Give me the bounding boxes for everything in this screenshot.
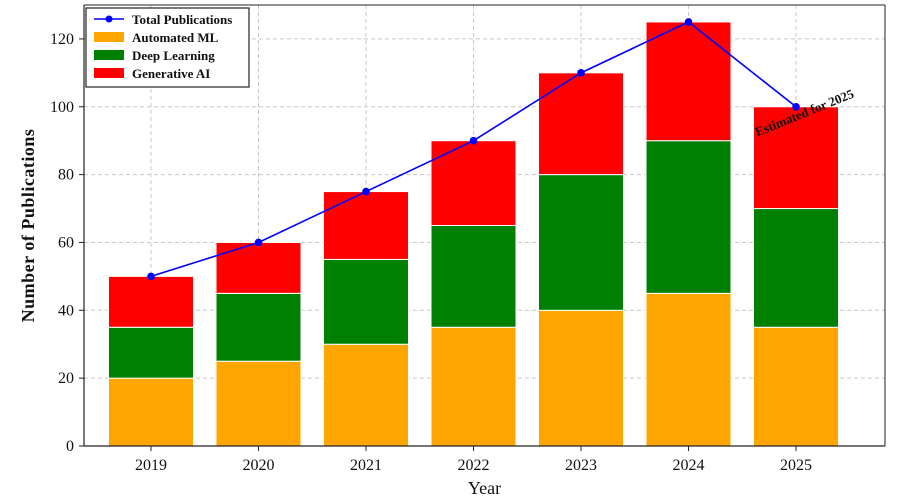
legend-label-deep-learning: Deep Learning xyxy=(132,48,215,63)
y-tick-label: 20 xyxy=(58,370,74,387)
y-axis-title: Number of Publications xyxy=(18,129,38,323)
y-tick-label: 80 xyxy=(58,167,74,184)
x-axis-title: Year xyxy=(468,478,501,498)
y-tick-label: 0 xyxy=(66,438,74,455)
legend: Total Publications Automated ML Deep Learn… xyxy=(85,7,250,88)
y-tick-label: 40 xyxy=(58,302,74,319)
y-tick-label: 100 xyxy=(50,99,74,116)
x-tick-label: 2019 xyxy=(135,457,167,474)
total-line xyxy=(147,18,800,281)
x-tick-label: 2021 xyxy=(350,457,382,474)
total-publications-point xyxy=(147,272,155,281)
x-tick-label: 2024 xyxy=(673,457,705,474)
legend-label-automated-ml: Automated ML xyxy=(132,30,219,45)
bar-generative-ai xyxy=(430,140,517,226)
total-publications-point xyxy=(792,102,800,111)
bars xyxy=(108,21,839,447)
legend-swatch-generative-ai xyxy=(94,68,124,78)
axes: 0 20 40 60 80 100 120 2019 2020 2021 2022 2023 2024 2… xyxy=(50,4,886,474)
bar-generative-ai xyxy=(215,241,302,294)
bar-deep-learning xyxy=(108,326,194,379)
y-tick-label: 60 xyxy=(58,234,74,251)
legend-swatch-deep-learning xyxy=(94,50,124,60)
bar-automated-ml xyxy=(645,292,732,447)
bar-generative-ai xyxy=(538,72,624,176)
legend-line-marker xyxy=(105,15,113,23)
bar-automated-ml xyxy=(323,343,409,447)
bar-deep-learning xyxy=(323,258,409,345)
bar-generative-ai xyxy=(108,275,194,328)
bar-automated-ml xyxy=(430,326,517,447)
bar-generative-ai xyxy=(323,191,409,260)
bar-automated-ml xyxy=(538,309,624,447)
bar-deep-learning xyxy=(215,292,302,362)
total-publications-point xyxy=(254,238,263,247)
y-tick-label: 120 xyxy=(50,31,74,48)
total-publications-point xyxy=(684,18,693,26)
total-publications-point xyxy=(362,187,370,196)
bar-automated-ml xyxy=(215,360,302,447)
legend-label-generative-ai: Generative AI xyxy=(132,66,210,81)
total-publications-point xyxy=(469,136,478,145)
x-tick-label: 2023 xyxy=(565,457,597,474)
bar-automated-ml xyxy=(753,326,839,447)
legend-label-total-publications: Total Publications xyxy=(132,12,232,27)
total-publications-point xyxy=(577,69,585,77)
x-tick-label: 2020 xyxy=(243,457,275,474)
bar-deep-learning xyxy=(538,174,624,311)
bar-deep-learning xyxy=(645,140,732,294)
bar-deep-learning xyxy=(753,208,839,328)
x-tick-label: 2022 xyxy=(458,457,490,474)
bar-generative-ai xyxy=(645,21,732,142)
x-tick-label: 2025 xyxy=(780,457,812,474)
bar-deep-learning xyxy=(430,225,517,328)
legend-swatch-automated-ml xyxy=(94,32,124,42)
bar-automated-ml xyxy=(108,377,194,447)
bar-generative-ai xyxy=(753,106,839,210)
